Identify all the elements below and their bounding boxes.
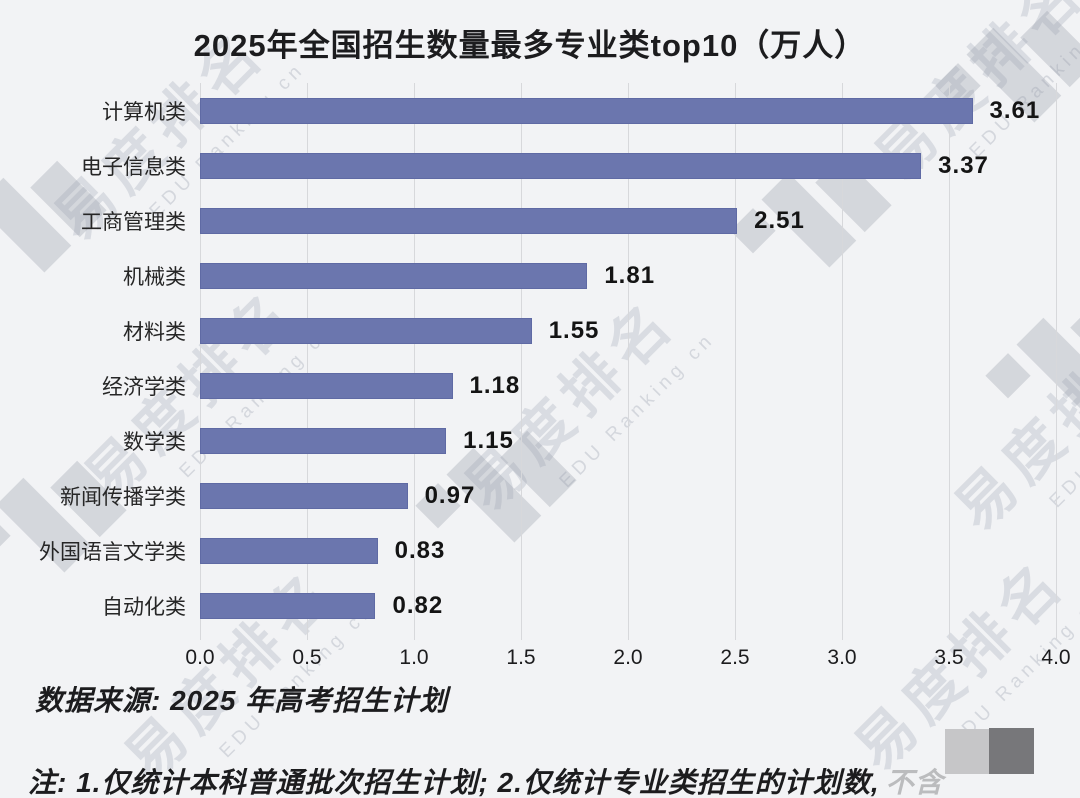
- bar: [200, 427, 447, 454]
- bar: [200, 592, 376, 619]
- bar-row: 工商管理类 2.51: [0, 193, 1056, 248]
- category-label: 新闻传播学类: [60, 485, 186, 509]
- category-label: 经济学类: [102, 375, 186, 399]
- category-label: 电子信息类: [81, 155, 186, 179]
- bar-row: 新闻传播学类 0.97: [0, 468, 1056, 523]
- bar: [200, 372, 453, 399]
- x-tick-label: 0.5: [292, 646, 322, 669]
- category-label: 工商管理类: [81, 210, 186, 234]
- value-label: 0.82: [392, 591, 444, 619]
- bar: [200, 152, 922, 179]
- bar: [200, 262, 588, 289]
- x-tick-label: 3.0: [827, 646, 857, 669]
- value-label: 3.37: [938, 151, 989, 179]
- bar: [200, 317, 532, 344]
- gridlines: [200, 83, 1057, 640]
- category-label: 计算机类: [102, 100, 186, 124]
- bar-track: 1.55: [200, 317, 1056, 345]
- bar-row: 材料类 1.55: [0, 303, 1056, 358]
- value-label: 2.51: [754, 206, 805, 234]
- x-tick-label: 2.5: [720, 646, 750, 669]
- value-label: 0.83: [394, 536, 446, 564]
- category-label: 自动化类: [102, 595, 186, 619]
- gridline: [1056, 83, 1057, 640]
- value-label: 1.15: [463, 426, 514, 454]
- bar-row: 计算机类 3.61: [0, 83, 1056, 138]
- footnote-obscured-text: 不含: [885, 767, 944, 798]
- gridline: [628, 83, 629, 640]
- bar: [200, 482, 408, 509]
- bar: [200, 207, 738, 234]
- logo-shape: [1070, 300, 1080, 378]
- value-label: 1.55: [548, 316, 600, 344]
- redaction-box-dark: [989, 728, 1034, 774]
- category-label: 数学类: [123, 430, 186, 454]
- bar-row: 经济学类 1.18: [0, 358, 1056, 413]
- x-tick-label: 3.5: [934, 646, 964, 669]
- bar-track: 0.82: [200, 592, 1056, 620]
- bar-rows: 计算机类 3.61 电子信息类 3.37 工商管理类 2.51 机械类 1.81 材料类 1.55…: [0, 83, 1056, 633]
- redaction-box-light: [945, 729, 989, 774]
- x-tick-label: 1.5: [506, 646, 536, 669]
- gridline: [842, 83, 843, 640]
- bar-track: 3.61: [200, 97, 1056, 125]
- bar: [200, 537, 378, 564]
- footnote-visible-text: 注: 1.仅统计本科普通批次招生计划; 2.仅统计专业类招生的计划数,: [28, 767, 880, 798]
- bar-row: 机械类 1.81: [0, 248, 1056, 303]
- value-label: 3.61: [989, 96, 1041, 124]
- x-tick-label: 4.0: [1041, 646, 1071, 669]
- bar-track: 3.37: [200, 152, 1056, 180]
- bar-track: 1.81: [200, 262, 1056, 290]
- value-label: 1.18: [469, 371, 521, 399]
- bar: [200, 97, 973, 124]
- bar-track: 0.83: [200, 537, 1056, 565]
- x-tick-label: 2.0: [613, 646, 643, 669]
- category-label: 材料类: [123, 320, 186, 344]
- bar-track: 0.97: [200, 482, 1056, 510]
- x-tick-label: 0.0: [185, 646, 215, 669]
- gridline: [735, 83, 736, 640]
- gridline: [307, 83, 308, 640]
- bar-row: 数学类 1.15: [0, 413, 1056, 468]
- footnote: 注: 1.仅统计本科普通批次招生计划; 2.仅统计专业类招生的计划数, 不含: [28, 761, 1068, 798]
- category-label: 外国语言文学类: [39, 540, 186, 564]
- value-label: 1.81: [604, 261, 656, 289]
- value-label: 0.97: [424, 481, 476, 509]
- bar-row: 自动化类 0.82: [0, 578, 1056, 633]
- category-label: 机械类: [123, 265, 186, 289]
- gridline: [200, 83, 201, 640]
- gridline: [949, 83, 950, 640]
- data-source-note: 数据来源: 2025 年高考招生计划: [35, 685, 449, 716]
- bar-row: 外国语言文学类 0.83: [0, 523, 1056, 578]
- gridline: [414, 83, 415, 640]
- bar-track: 1.15: [200, 427, 1056, 455]
- bar-row: 电子信息类 3.37: [0, 138, 1056, 193]
- bar-track: 2.51: [200, 207, 1056, 235]
- bar-track: 1.18: [200, 372, 1056, 400]
- chart-title: 2025年全国招生数量最多专业类top10（万人）: [193, 28, 867, 63]
- gridline: [521, 83, 522, 640]
- x-axis-ticks: 0.0 0.5 1.0 1.5 2.0 2.5 3.0 3.5 4.0: [185, 646, 1070, 670]
- x-tick-label: 1.0: [399, 646, 429, 669]
